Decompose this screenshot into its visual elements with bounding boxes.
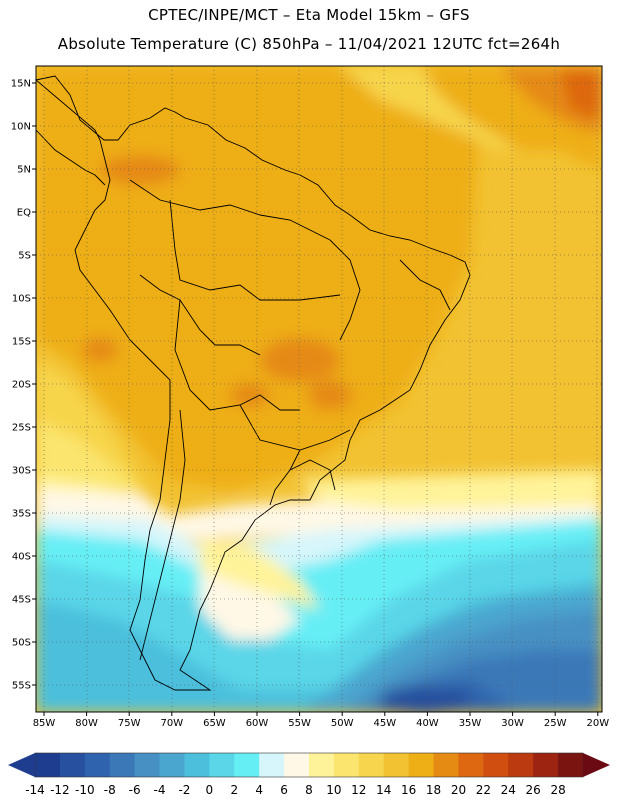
lat-tick-label: 40S <box>12 552 31 563</box>
colorbar-swatch <box>309 753 335 777</box>
colorbar-swatch <box>209 753 235 777</box>
colorbar-label: 24 <box>501 783 516 797</box>
lat-tick-label: 15S <box>12 337 31 348</box>
lat-tick-label: EQ <box>17 208 31 219</box>
lon-tick-label: 55W <box>288 718 311 729</box>
longitude-axis: 85W 80W 75W 70W 65W 60W 55W 50W 45W 40W 35W 30W 25W 2… <box>33 712 609 729</box>
colorbar-label: -2 <box>178 783 190 797</box>
colorbar-swatch <box>109 753 136 777</box>
lon-tick-label: 80W <box>75 718 98 729</box>
lon-tick-label: 20W <box>586 718 609 729</box>
colorbar-label: 4 <box>255 783 263 797</box>
map-title-line2: Absolute Temperature (C) 850hPa – 11/04/… <box>57 35 561 53</box>
colorbar-swatch <box>184 753 210 777</box>
lat-tick-label: 10S <box>12 294 31 305</box>
colorbar-label: -12 <box>50 783 70 797</box>
lat-tick-label: 50S <box>12 638 31 649</box>
colorbar-swatch <box>483 753 509 777</box>
lon-tick-label: 50W <box>331 718 354 729</box>
colorbar-swatch <box>558 753 584 777</box>
colorbar-label: 14 <box>376 783 391 797</box>
colorbar-label: 18 <box>426 783 441 797</box>
colorbar-swatch <box>59 753 86 777</box>
colorbar-label: 8 <box>305 783 313 797</box>
lat-tick-label: 20S <box>12 380 31 391</box>
lon-tick-label: 75W <box>118 718 141 729</box>
colorbar-label: 2 <box>230 783 238 797</box>
colorbar-swatch <box>259 753 285 777</box>
lat-tick-label: 35S <box>12 509 31 520</box>
map-title-line1: CPTEC/INPE/MCT – Eta Model 15km – GFS <box>148 6 470 24</box>
lat-tick-label: 25S <box>12 423 31 434</box>
colorbar-swatch <box>234 753 260 777</box>
colorbar-label: 6 <box>280 783 288 797</box>
colorbar-label: -8 <box>104 783 116 797</box>
colorbar-label: -6 <box>129 783 141 797</box>
colorbar-swatch <box>333 753 360 777</box>
lon-tick-label: 25W <box>544 718 567 729</box>
colorbar-label: 22 <box>476 783 491 797</box>
lat-tick-label: 55S <box>12 681 31 692</box>
lon-tick-label: 45W <box>373 718 396 729</box>
coastlines <box>35 75 471 691</box>
colorbar-label: 16 <box>401 783 416 797</box>
colorbar-label: 20 <box>451 783 466 797</box>
colorbar-swatch <box>433 753 459 777</box>
colorbar-swatch <box>408 753 435 777</box>
colorbar-label: 28 <box>550 783 565 797</box>
color-scale: -14 -12 -10 -8 -6 -4 -2 0 2 4 6 8 10 12 14 16 18 20 22 24 26… <box>8 752 610 797</box>
lat-tick-label: 30S <box>12 466 31 477</box>
temperature-map: 15N 10N 5N EQ 5S 10S 15S 20S 25S 30S 35S 40S 45S 50S 5… <box>11 65 609 729</box>
latitude-axis: 15N 10N 5N EQ 5S 10S 15S 20S 25S 30S 35S 40S 45S 50S 5… <box>11 79 36 692</box>
colorbar-left-arrow <box>8 753 35 777</box>
colorbar-label: 12 <box>351 783 366 797</box>
colorbar-swatch <box>508 753 534 777</box>
colorbar-label: 10 <box>326 783 341 797</box>
colorbar-right-arrow <box>583 753 610 777</box>
colorbar-swatch <box>84 753 111 777</box>
colorbar-label: 0 <box>206 783 214 797</box>
lon-tick-label: 35W <box>459 718 482 729</box>
lon-tick-label: 85W <box>33 718 56 729</box>
colorbar-swatch <box>533 753 559 777</box>
colorbar-swatch <box>159 753 185 777</box>
colorbar-label: -14 <box>25 783 45 797</box>
lat-tick-label: 45S <box>12 595 31 606</box>
colorbar-swatch <box>383 753 410 777</box>
colorbar-swatch <box>134 753 161 777</box>
colorbar-swatch <box>358 753 385 777</box>
lon-tick-label: 65W <box>203 718 226 729</box>
colorbar-swatch <box>458 753 484 777</box>
lat-tick-label: 5S <box>18 251 31 262</box>
lat-tick-label: 10N <box>11 122 31 133</box>
temperature-field <box>36 66 602 712</box>
colorbar-label: -10 <box>75 783 95 797</box>
colorbar-label: 26 <box>526 783 541 797</box>
lon-tick-label: 40W <box>416 718 439 729</box>
colorbar-label: -4 <box>154 783 166 797</box>
lon-tick-label: 30W <box>501 718 524 729</box>
lat-tick-label: 5N <box>17 165 31 176</box>
lon-tick-label: 60W <box>246 718 269 729</box>
colorbar-swatch <box>284 753 310 777</box>
lat-tick-label: 15N <box>11 79 31 90</box>
lon-tick-label: 70W <box>160 718 183 729</box>
colorbar-swatch <box>35 753 61 777</box>
map-frame <box>35 65 603 713</box>
